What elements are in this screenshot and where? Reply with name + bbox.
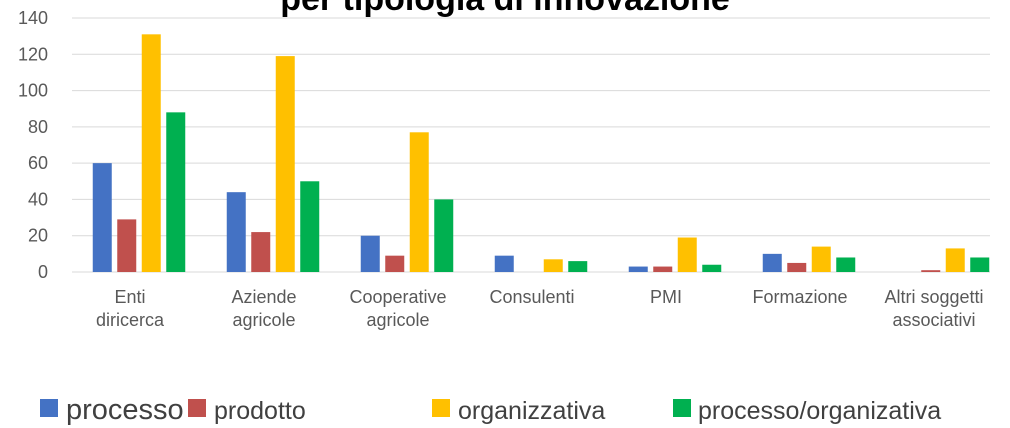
x-tick-label: Enti diricerca xyxy=(96,287,165,330)
chart-title: per tipologia di innovazione xyxy=(280,0,730,18)
bar xyxy=(226,192,246,272)
bar xyxy=(677,237,697,272)
legend-label: processo xyxy=(66,394,184,426)
x-tick-label: Aziende agricole xyxy=(231,287,296,330)
bar xyxy=(494,255,514,272)
bar xyxy=(543,259,563,272)
legend-label: processo/organizativa xyxy=(698,397,941,425)
bar xyxy=(300,181,320,272)
bar xyxy=(945,248,965,272)
bar xyxy=(811,246,831,272)
y-tick-label: 100 xyxy=(18,81,48,101)
legend-label: prodotto xyxy=(214,397,306,425)
x-tick-label: Cooperative agricole xyxy=(349,287,446,330)
bar xyxy=(360,235,380,272)
bar xyxy=(251,232,271,272)
legend-label: organizzativa xyxy=(458,397,605,425)
legend-swatch xyxy=(188,399,206,417)
y-tick-label: 60 xyxy=(28,153,48,173)
bar xyxy=(166,112,186,272)
y-tick-label: 80 xyxy=(28,117,48,137)
bar xyxy=(385,255,405,272)
x-tick-label: PMI xyxy=(650,287,682,307)
bar xyxy=(141,34,161,273)
bar xyxy=(275,56,295,272)
bar xyxy=(92,163,112,272)
bar xyxy=(568,261,588,272)
bar xyxy=(970,257,990,272)
bar xyxy=(409,132,429,272)
bar xyxy=(762,253,782,272)
x-tick-label: Consulenti xyxy=(489,287,574,307)
y-tick-label: 40 xyxy=(28,189,48,209)
bar xyxy=(702,264,722,272)
x-tick-label: Altri soggetti associativi xyxy=(884,287,983,330)
legend-swatch xyxy=(673,399,691,417)
bar xyxy=(434,199,454,272)
y-tick-label: 140 xyxy=(18,8,48,28)
legend-swatch xyxy=(432,399,450,417)
legend-swatch xyxy=(40,399,58,417)
bar xyxy=(117,219,137,272)
bar xyxy=(836,257,856,272)
bar xyxy=(921,270,941,272)
bar xyxy=(787,262,807,272)
bar xyxy=(628,266,648,272)
y-tick-label: 0 xyxy=(38,262,48,282)
bar xyxy=(653,266,673,272)
y-tick-label: 20 xyxy=(28,226,48,246)
x-tick-label: Formazione xyxy=(752,287,847,307)
y-tick-label: 120 xyxy=(18,44,48,64)
